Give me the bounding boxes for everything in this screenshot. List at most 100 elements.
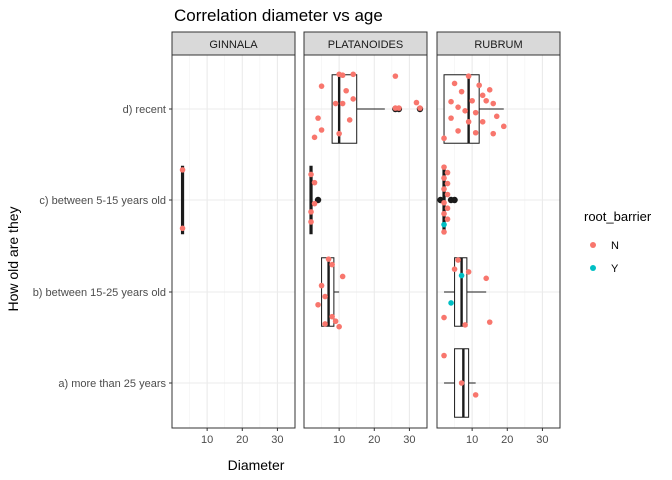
outlier-point xyxy=(451,196,458,204)
data-point xyxy=(465,118,472,125)
data-point xyxy=(336,130,342,137)
boxplot xyxy=(331,74,385,144)
panel-rubrum: RUBRUM 10 20 30 xyxy=(436,31,561,446)
data-point xyxy=(444,169,451,176)
data-point xyxy=(486,87,493,93)
panel-platanoides: PLATANOIDES 10 20 30 xyxy=(303,31,428,446)
data-point xyxy=(329,313,335,320)
data-point xyxy=(493,113,500,120)
data-point xyxy=(392,73,399,79)
facet-strip-label: RUBRUM xyxy=(474,39,522,51)
x-tick-label: 20 xyxy=(501,434,513,446)
data-point xyxy=(441,210,447,217)
y-axis-title: How old are they xyxy=(5,206,21,311)
panel-background xyxy=(304,55,427,428)
data-point xyxy=(332,100,339,107)
data-point xyxy=(441,221,447,228)
data-point xyxy=(472,392,479,398)
data-point xyxy=(308,171,314,178)
legend-items: NY xyxy=(590,240,619,275)
data-point xyxy=(455,257,461,263)
data-point xyxy=(451,266,458,272)
data-point xyxy=(318,282,325,289)
data-point xyxy=(479,118,486,125)
data-point xyxy=(311,179,318,186)
data-point xyxy=(444,191,451,198)
facet-panels: GINNALA 10 20 30 PLATANOIDES 10 20 30 RUBRUM 10 20… xyxy=(171,31,561,446)
data-point xyxy=(339,72,346,79)
data-point xyxy=(339,100,346,107)
data-point xyxy=(329,261,335,268)
x-tick-label: 30 xyxy=(403,434,415,446)
data-point xyxy=(444,205,451,212)
x-tick-label: 20 xyxy=(368,434,380,446)
data-point xyxy=(441,199,447,206)
x-tick-label: 10 xyxy=(201,434,213,446)
data-point xyxy=(322,293,328,300)
data-point xyxy=(465,73,472,79)
y-tick-label: c) between 5-15 years old xyxy=(39,195,166,207)
data-point xyxy=(479,92,486,99)
data-point xyxy=(444,216,451,222)
data-point xyxy=(350,71,357,78)
data-point xyxy=(396,105,402,111)
x-tick-label: 10 xyxy=(333,434,345,446)
x-tick-label: 30 xyxy=(536,434,548,446)
data-point xyxy=(490,100,497,107)
boxplot xyxy=(321,257,340,327)
data-point xyxy=(179,225,186,232)
x-axis-title: Diameter xyxy=(228,457,285,473)
data-point xyxy=(308,219,314,225)
data-point xyxy=(472,129,479,136)
data-point xyxy=(322,321,328,327)
y-tick-label: a) more than 25 years xyxy=(58,378,166,390)
data-point xyxy=(462,108,468,114)
panel-border xyxy=(171,54,296,429)
legend: root_barrier NY xyxy=(584,209,652,275)
panel-ginnala: GINNALA 10 20 30 xyxy=(171,31,296,446)
data-point xyxy=(336,323,342,330)
legend-key xyxy=(590,242,596,248)
facet-strip-label: PLATANOIDES xyxy=(328,39,403,51)
legend-label: N xyxy=(611,240,619,252)
data-point xyxy=(441,229,447,235)
data-point xyxy=(458,272,465,279)
data-point xyxy=(500,123,507,130)
data-point xyxy=(444,180,451,187)
legend-label: Y xyxy=(611,263,619,275)
data-point xyxy=(179,167,186,173)
data-point xyxy=(490,130,497,137)
data-point xyxy=(458,88,465,95)
data-point xyxy=(483,275,490,282)
data-point xyxy=(325,256,332,262)
facet-strip-label: GINNALA xyxy=(209,39,258,51)
data-point xyxy=(476,82,482,89)
data-point xyxy=(448,300,454,306)
data-point xyxy=(455,104,461,110)
legend-title: root_barrier xyxy=(584,209,652,224)
data-point xyxy=(318,127,325,133)
data-point xyxy=(339,273,346,280)
y-tick-label: d) recent xyxy=(123,104,166,116)
outlier-point xyxy=(314,196,322,204)
panel-border xyxy=(303,54,428,429)
data-point xyxy=(441,186,447,192)
data-point xyxy=(458,380,465,386)
y-tick-label: b) between 15-25 years old xyxy=(33,287,166,299)
data-point xyxy=(465,269,472,275)
panel-border xyxy=(436,54,561,429)
data-point xyxy=(417,105,423,111)
data-point xyxy=(455,128,461,134)
legend-key xyxy=(590,265,596,271)
data-point xyxy=(311,134,318,141)
data-point xyxy=(315,301,321,308)
data-point xyxy=(350,96,357,102)
data-point xyxy=(315,115,321,121)
data-point xyxy=(483,97,490,104)
panel-background xyxy=(172,55,295,428)
data-point xyxy=(343,87,349,94)
x-tick-label: 30 xyxy=(271,434,283,446)
data-point xyxy=(441,175,447,181)
data-point xyxy=(448,98,454,105)
